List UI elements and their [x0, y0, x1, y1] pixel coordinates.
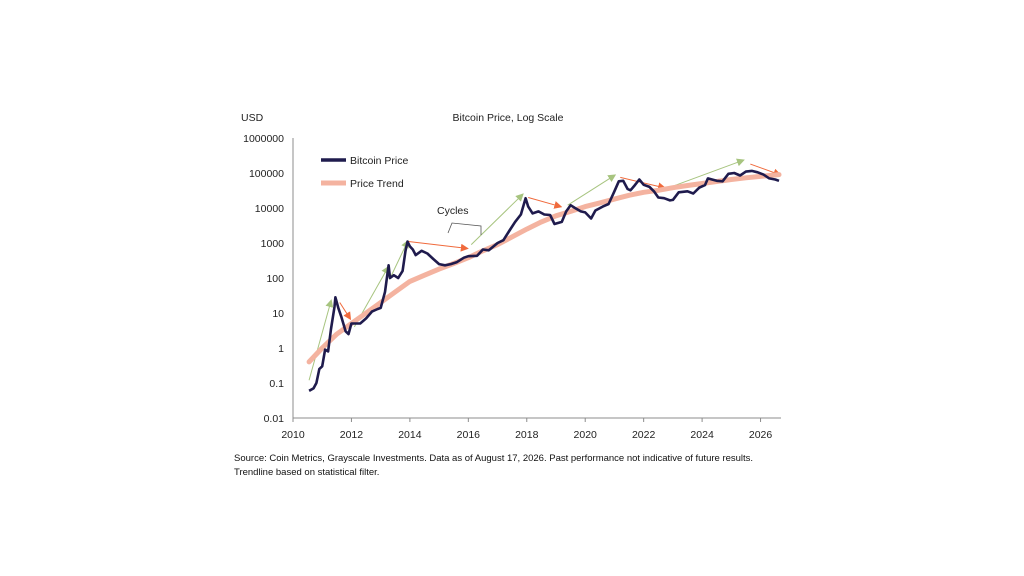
- legend-label-bitcoin-price: Bitcoin Price: [350, 155, 409, 167]
- chart-title: Bitcoin Price, Log Scale: [453, 112, 564, 124]
- legend: Bitcoin Price Price Trend: [321, 155, 409, 190]
- y-tick-label: 0.1: [269, 378, 284, 390]
- cycle-up-arrow: [672, 158, 745, 187]
- y-axis-unit-label: USD: [241, 112, 264, 124]
- y-tick-label: 10: [272, 308, 284, 320]
- y-tick-label: 100: [266, 273, 284, 285]
- cycle-up-arrow: [308, 299, 334, 381]
- x-tick-label: 2014: [398, 429, 422, 441]
- x-tick-labels: 2010 2012 2014 2016 2018 2020 2022 2024 2026: [281, 418, 772, 441]
- y-tick-label: 100000: [249, 168, 284, 180]
- x-tick-label: 2018: [515, 429, 539, 441]
- cycle-down-arrow: [339, 302, 352, 321]
- x-tick-label: 2012: [340, 429, 364, 441]
- cycles-annotation-label: Cycles: [437, 205, 469, 217]
- source-footnote: Source: Coin Metrics, Grayscale Investme…: [234, 452, 794, 480]
- axes: [292, 138, 781, 419]
- x-tick-label: 2026: [749, 429, 773, 441]
- cycle-up-arrow: [470, 193, 524, 245]
- x-tick-label: 2010: [281, 429, 305, 441]
- x-tick-label: 2020: [574, 429, 598, 441]
- cycle-up-arrow: [388, 239, 409, 280]
- y-tick-label: 10000: [255, 203, 284, 215]
- x-tick-label: 2016: [457, 429, 481, 441]
- cycle-arrows: [308, 158, 782, 381]
- cycle-down-arrow: [408, 241, 469, 252]
- x-tick-label: 2024: [690, 429, 714, 441]
- y-tick-labels: 0.01 0.1 1 10 100 1000 10000 100000 1000000: [243, 133, 284, 425]
- cycles-annotation-leader: [447, 222, 482, 235]
- y-tick-label: 0.01: [264, 413, 285, 425]
- source-line: Source: Coin Metrics, Grayscale Investme…: [234, 453, 754, 464]
- bitcoin-price-line: [308, 169, 780, 392]
- cycle-down-arrow: [528, 196, 563, 209]
- price-trend-line: [306, 172, 782, 365]
- series-lines: [306, 169, 782, 392]
- y-tick-label: 1000: [261, 238, 285, 250]
- y-tick-label: 1000000: [243, 133, 284, 145]
- y-tick-label: 1: [278, 343, 284, 355]
- trendline-note: Trendline based on statistical filter.: [234, 467, 380, 478]
- legend-label-price-trend: Price Trend: [350, 178, 404, 190]
- x-tick-label: 2022: [632, 429, 656, 441]
- cycles-annotation: Cycles: [437, 205, 482, 235]
- cycle-up-arrow: [567, 174, 617, 206]
